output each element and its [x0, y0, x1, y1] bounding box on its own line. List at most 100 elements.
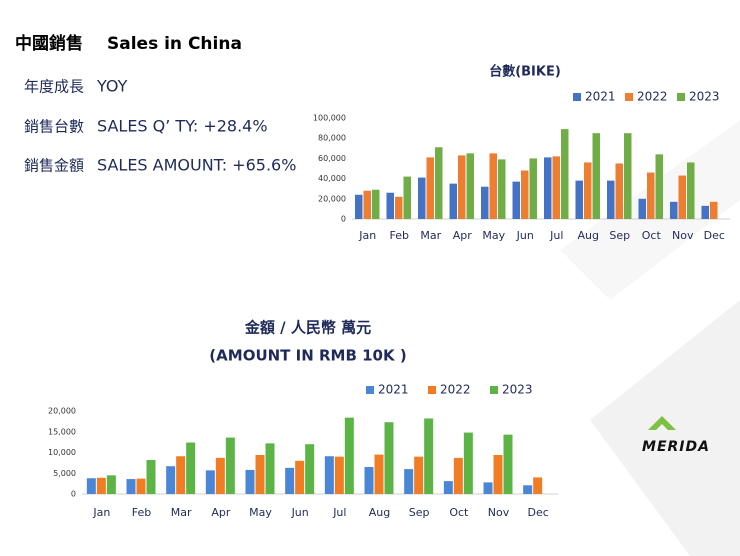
- bar: [498, 159, 506, 219]
- bar: [96, 477, 106, 494]
- x-tick-label: May: [482, 229, 505, 242]
- bar: [404, 469, 414, 494]
- logo-mark: [648, 416, 676, 430]
- y-tick-label: 10,000: [48, 448, 76, 457]
- bar: [363, 190, 371, 219]
- x-tick-label: Feb: [132, 506, 151, 519]
- bar: [245, 469, 255, 494]
- y-tick-label: 60,000: [318, 154, 346, 163]
- bar: [592, 133, 600, 219]
- x-tick-label: Jul: [332, 506, 346, 519]
- bar: [701, 205, 709, 219]
- x-tick-label: Oct: [449, 506, 469, 519]
- bar: [295, 460, 305, 494]
- y-tick-label: 20,000: [318, 194, 346, 203]
- yoy-label: 銷售金額: [24, 157, 84, 175]
- bar: [575, 180, 583, 219]
- bar: [503, 434, 513, 494]
- bar: [418, 177, 426, 219]
- bar: [607, 180, 615, 219]
- legend-label: 2022: [440, 383, 471, 397]
- bar: [374, 454, 384, 494]
- bar: [458, 155, 466, 219]
- yoy-label: 銷售台數: [24, 118, 84, 136]
- bar: [176, 456, 186, 494]
- bar: [384, 422, 394, 494]
- bar: [466, 153, 474, 219]
- x-tick-label: Dec: [704, 229, 725, 242]
- x-tick-label: Apr: [211, 506, 231, 519]
- y-tick-label: 40,000: [318, 174, 346, 183]
- chart-title: 台數(BIKE): [489, 64, 561, 80]
- x-tick-label: Apr: [453, 229, 473, 242]
- bar: [544, 157, 552, 219]
- legend-label: 2021: [585, 90, 616, 104]
- bar: [670, 201, 678, 219]
- y-tick-label: 0: [71, 490, 76, 499]
- x-tick-label: Mar: [171, 506, 192, 519]
- legend-label: 2021: [378, 383, 409, 397]
- x-tick-label: Mar: [420, 229, 441, 242]
- bar: [395, 196, 403, 219]
- bar: [512, 181, 520, 219]
- bar: [285, 467, 295, 494]
- bar: [403, 176, 411, 219]
- bar: [186, 442, 196, 494]
- bar: [624, 133, 632, 219]
- bar: [86, 478, 96, 494]
- yoy-value: SALES AMOUNT: +65.6%: [97, 156, 296, 175]
- bar: [687, 162, 695, 219]
- x-tick-label: Nov: [672, 229, 694, 242]
- x-tick-label: Aug: [369, 506, 390, 519]
- legend-swatch: [366, 386, 374, 394]
- legend-label: 2023: [689, 90, 720, 104]
- yoy-value: SALES Q’ TY: +28.4%: [97, 117, 268, 136]
- bar: [453, 457, 463, 494]
- bar: [126, 479, 136, 494]
- bar: [678, 175, 686, 219]
- bar: [463, 432, 473, 494]
- x-tick-label: Oct: [642, 229, 662, 242]
- chart-title: (AMOUNT IN RMB 10K ): [209, 347, 406, 365]
- bar: [523, 485, 533, 494]
- bar: [364, 467, 374, 494]
- bar: [533, 477, 543, 494]
- bar: [344, 417, 354, 494]
- x-tick-label: Jun: [291, 506, 309, 519]
- bar: [255, 454, 265, 494]
- bar: [424, 418, 434, 494]
- bar: [106, 475, 116, 494]
- y-tick-label: 15,000: [48, 427, 76, 436]
- bar: [334, 456, 344, 494]
- bar: [443, 481, 453, 494]
- decor: [590, 300, 740, 556]
- yoy-value: YOY: [96, 77, 128, 96]
- bar: [225, 437, 235, 494]
- bar: [493, 454, 503, 494]
- bar: [146, 459, 156, 494]
- legend-swatch: [677, 93, 685, 101]
- y-tick-label: 80,000: [318, 134, 346, 143]
- x-tick-label: Feb: [390, 229, 409, 242]
- legend-label: 2023: [502, 383, 533, 397]
- x-tick-label: Jul: [549, 229, 563, 242]
- bar: [136, 478, 146, 494]
- bar: [561, 129, 569, 219]
- bar: [552, 156, 560, 219]
- x-tick-label: May: [249, 506, 272, 519]
- yoy-label: 年度成長: [24, 78, 84, 96]
- legend-swatch: [625, 93, 633, 101]
- bar: [324, 456, 334, 494]
- x-tick-label: Jun: [516, 229, 534, 242]
- x-tick-label: Sep: [409, 506, 430, 519]
- y-tick-label: 0: [341, 215, 346, 224]
- y-tick-label: 5,000: [53, 469, 76, 478]
- bar: [489, 153, 497, 219]
- legend-label: 2022: [637, 90, 668, 104]
- x-tick-label: Jan: [358, 229, 376, 242]
- bar: [710, 201, 718, 219]
- slide-title: 中國銷售: [15, 33, 83, 54]
- logo: MERIDA: [642, 439, 710, 455]
